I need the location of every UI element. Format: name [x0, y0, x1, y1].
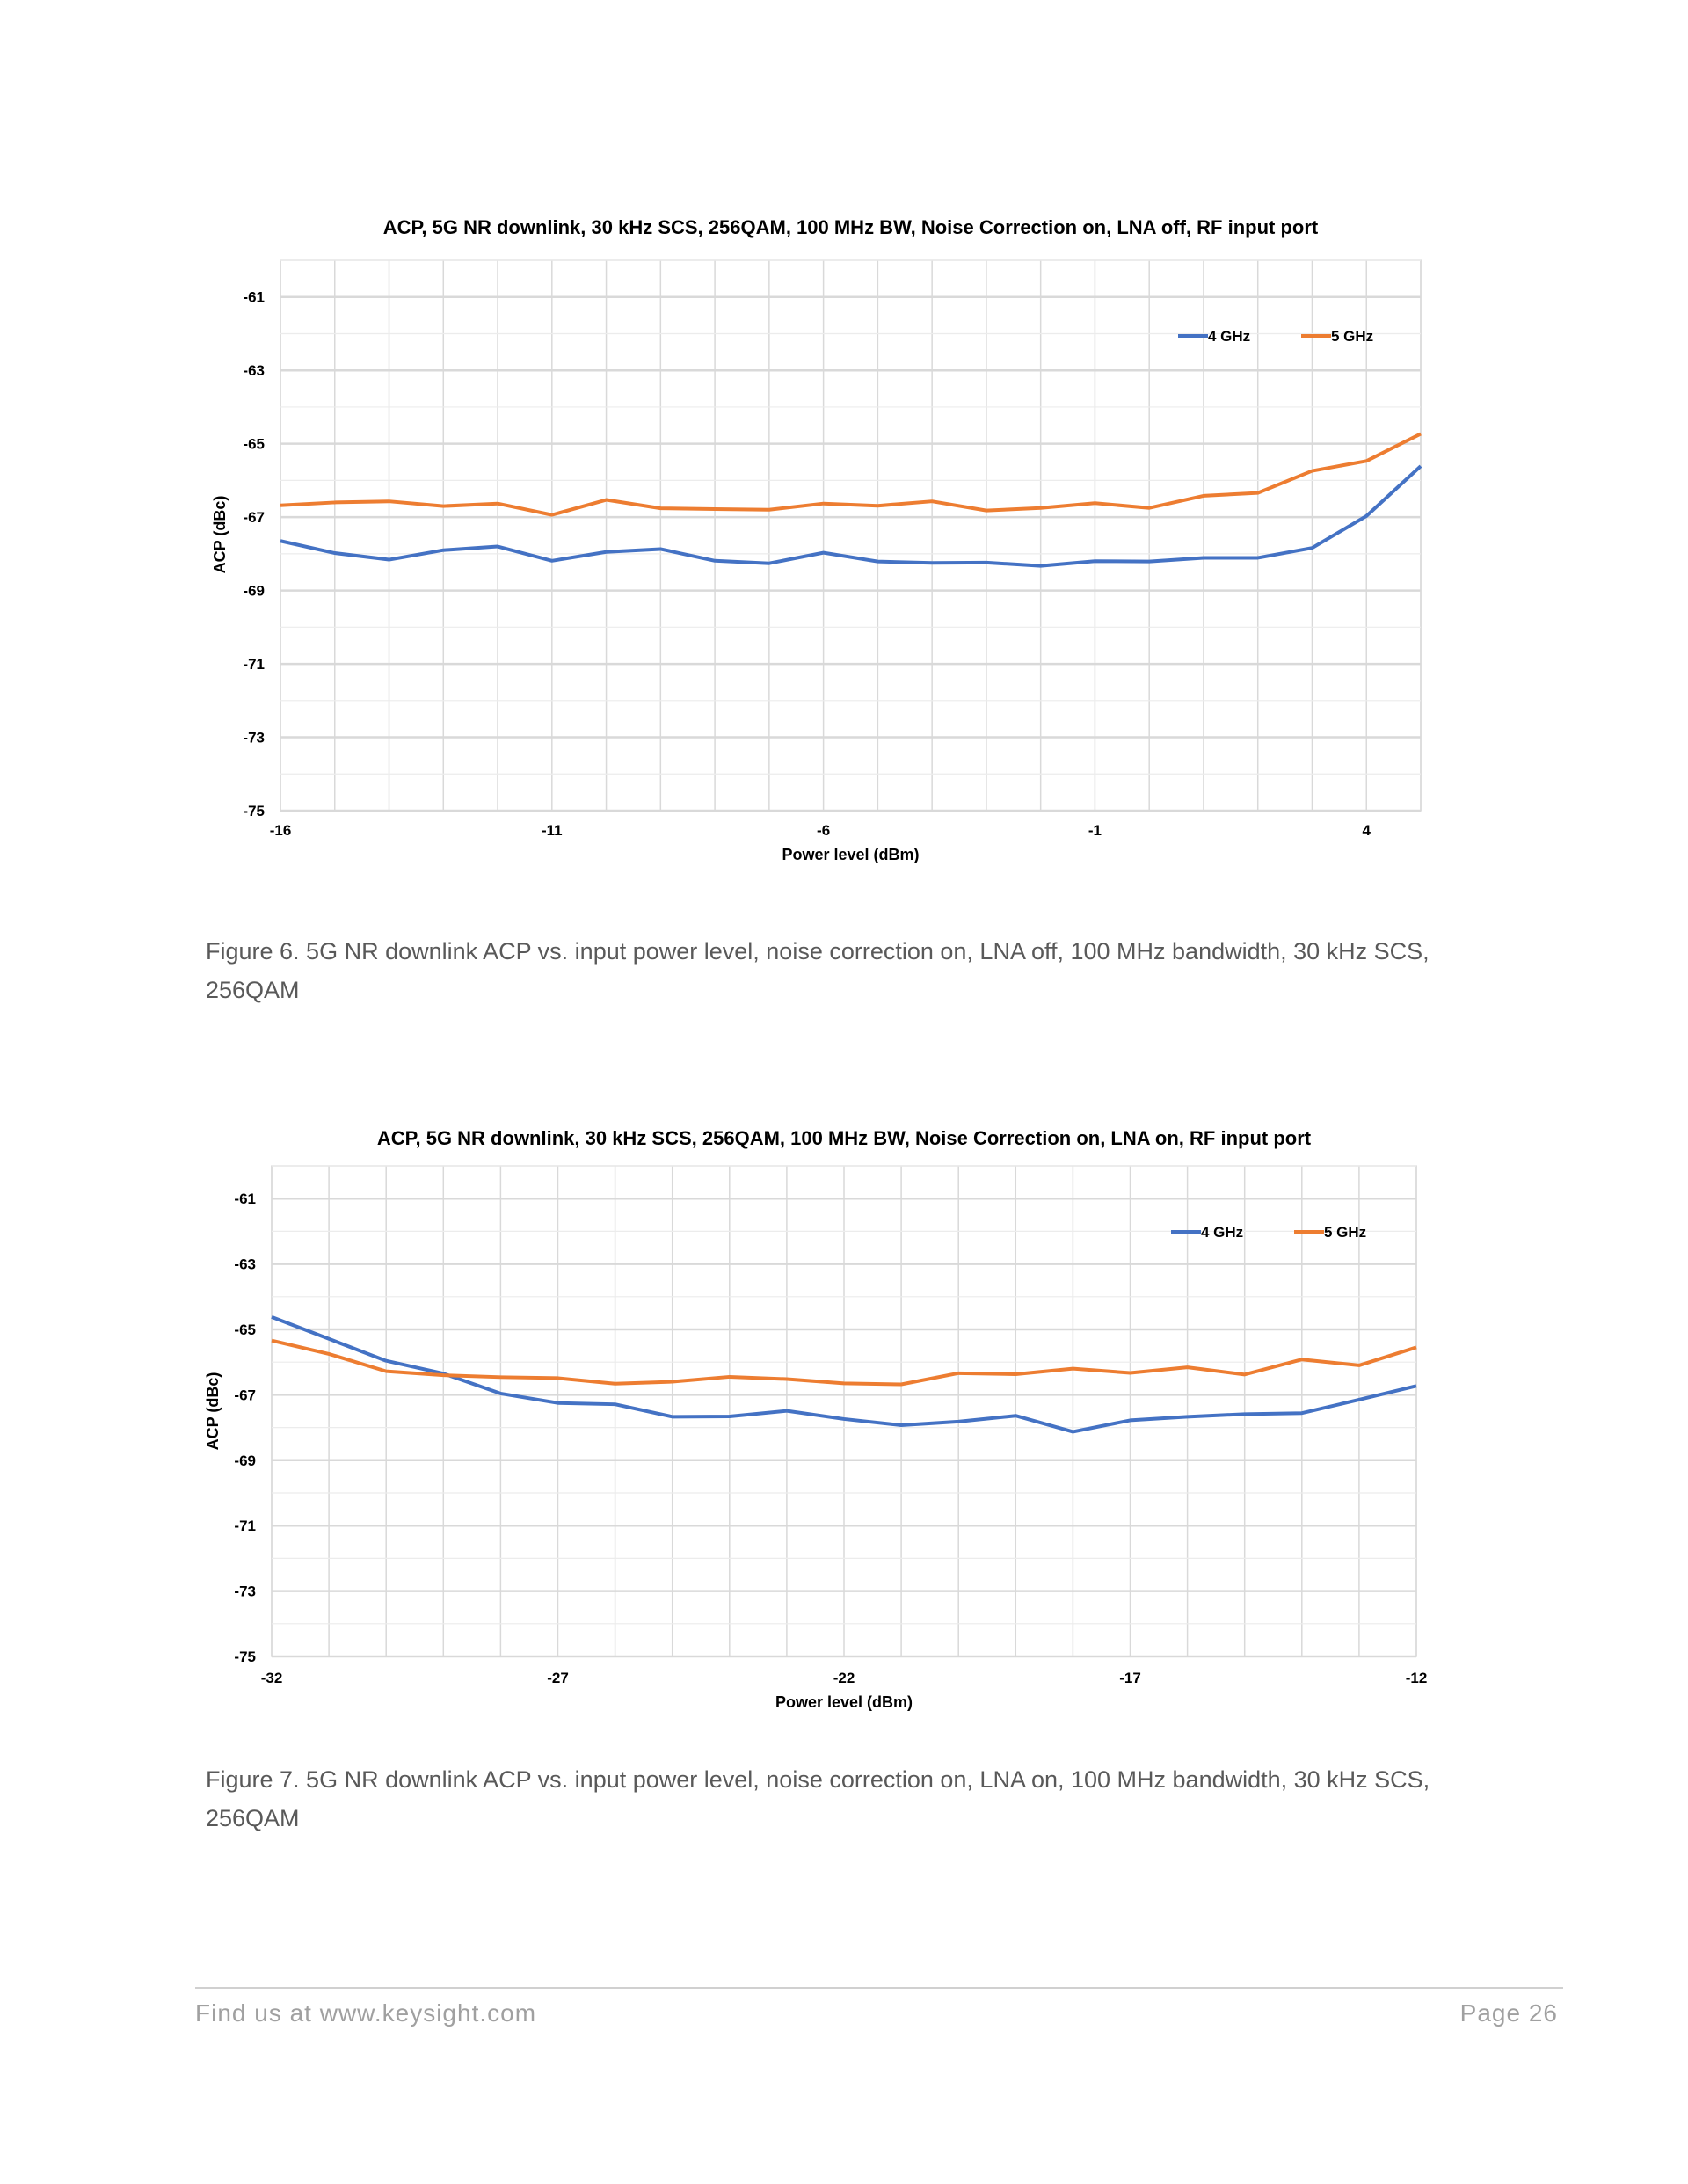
y-tick-label: -63 [234, 1256, 256, 1273]
y-tick-label: -65 [243, 436, 265, 453]
chart-acp-lna-off: ACP, 5G NR downlink, 30 kHz SCS, 256QAM,… [202, 202, 1468, 879]
y-tick-label: -69 [234, 1452, 256, 1469]
y-tick-label: -65 [234, 1321, 256, 1338]
y-tick-label: -63 [243, 362, 265, 379]
x-tick-label: -1 [1088, 822, 1102, 839]
y-tick-label: -69 [243, 583, 265, 600]
figure-6-caption: Figure 6. 5G NR downlink ACP vs. input p… [206, 938, 1430, 1003]
y-tick-label: -75 [234, 1649, 256, 1665]
x-axis-label: Power level (dBm) [782, 846, 919, 863]
y-tick-label: -71 [243, 656, 265, 673]
x-axis-label: Power level (dBm) [775, 1693, 913, 1711]
x-tick-label: -16 [270, 822, 292, 839]
chart-acp-lna-on: ACP, 5G NR downlink, 30 kHz SCS, 256QAM,… [202, 1117, 1468, 1732]
plot-area [280, 259, 1422, 812]
x-tick-label: -11 [542, 822, 563, 839]
figure-7-caption: Figure 7. 5G NR downlink ACP vs. input p… [206, 1766, 1430, 1831]
footer-page-number: Page 26 [1459, 1999, 1558, 2027]
legend-label: 5 GHz [1324, 1224, 1366, 1241]
y-tick-label: -67 [234, 1387, 256, 1403]
y-tick-label: -61 [234, 1190, 256, 1207]
series-line-4-ghz [280, 464, 1422, 568]
chart-svg: ACP, 5G NR downlink, 30 kHz SCS, 256QAM,… [211, 216, 1422, 863]
y-tick-label: -71 [234, 1518, 256, 1534]
x-tick-label: -6 [817, 822, 830, 839]
y-axis-label: ACP (dBc) [204, 1372, 222, 1451]
chart-title: ACP, 5G NR downlink, 30 kHz SCS, 256QAM,… [377, 1127, 1312, 1149]
series-line-5-ghz [280, 432, 1422, 517]
y-tick-label: -73 [243, 730, 265, 746]
y-tick-label: -61 [243, 289, 265, 306]
y-tick-label: -75 [243, 803, 265, 819]
x-tick-label: -27 [547, 1670, 569, 1686]
x-tick-label: 4 [1363, 822, 1372, 839]
x-tick-label: -32 [261, 1670, 283, 1686]
footer-website: Find us at www.keysight.com [195, 1999, 537, 2027]
x-tick-label: -12 [1406, 1670, 1428, 1686]
chart-title: ACP, 5G NR downlink, 30 kHz SCS, 256QAM,… [383, 216, 1319, 238]
legend-label: 4 GHz [1201, 1224, 1243, 1241]
footer-divider [195, 1987, 1563, 1989]
legend-label: 5 GHz [1331, 328, 1373, 345]
x-tick-label: -22 [833, 1670, 855, 1686]
x-tick-label: -17 [1119, 1670, 1141, 1686]
y-tick-label: -73 [234, 1583, 256, 1600]
chart-svg: ACP, 5G NR downlink, 30 kHz SCS, 256QAM,… [204, 1127, 1428, 1711]
y-tick-label: -67 [243, 509, 265, 526]
y-axis-label: ACP (dBc) [211, 496, 229, 574]
legend-label: 4 GHz [1208, 328, 1250, 345]
